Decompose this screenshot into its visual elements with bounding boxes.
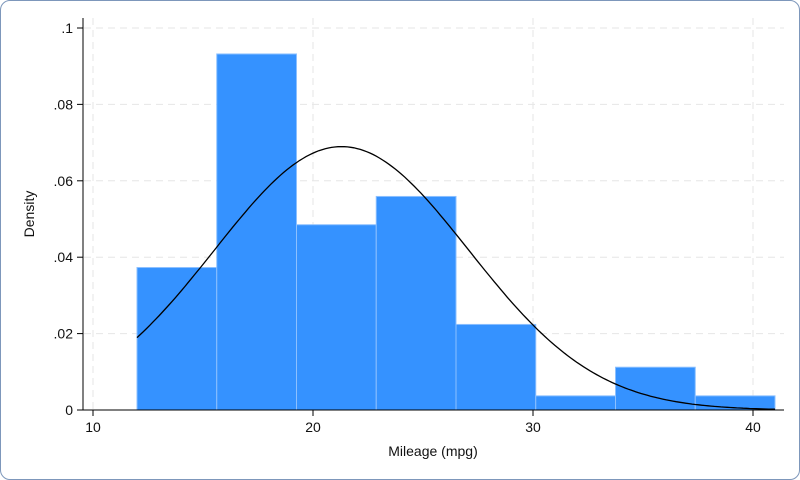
bars (136, 53, 776, 411)
x-axis-label: Mileage (mpg) (388, 443, 477, 459)
y-tick-label: .04 (54, 249, 74, 265)
histogram-bar (296, 224, 377, 411)
normal-density-curve (136, 145, 776, 410)
y-tick-label: .02 (54, 326, 74, 342)
ticks: 0 .02 .04 .06 .08 .1 10 20 30 40 (54, 20, 761, 435)
x-tick-label: 10 (85, 419, 101, 435)
histogram-bar (136, 267, 218, 411)
histogram-bar (216, 53, 297, 411)
x-tick-label: 40 (745, 419, 761, 435)
histogram-bar (455, 323, 537, 411)
x-tick-label: 30 (525, 419, 541, 435)
y-tick-label: .06 (54, 173, 74, 189)
y-axis-label: Density (21, 191, 37, 238)
y-tick-label: 0 (65, 402, 73, 418)
y-tick-label: .08 (54, 96, 74, 112)
histogram-bar (375, 195, 457, 411)
histogram-bar (535, 395, 616, 411)
x-tick-label: 20 (305, 419, 321, 435)
y-tick-label: .1 (61, 20, 73, 36)
